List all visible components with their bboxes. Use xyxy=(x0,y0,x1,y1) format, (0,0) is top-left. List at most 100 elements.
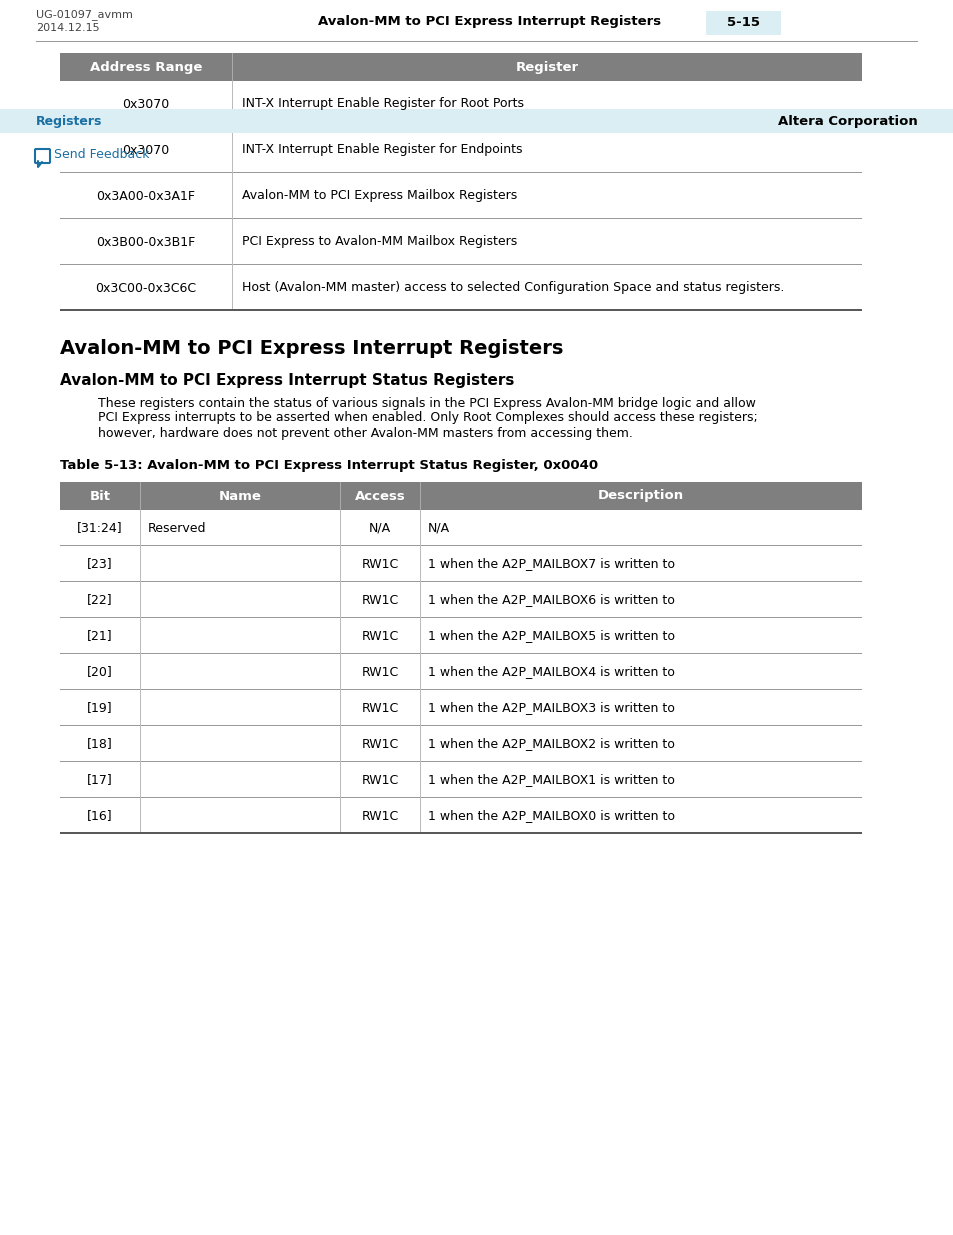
Text: [16]: [16] xyxy=(87,809,112,823)
Text: Avalon-MM to PCI Express Interrupt Registers: Avalon-MM to PCI Express Interrupt Regis… xyxy=(318,16,660,28)
Bar xyxy=(140,726,141,762)
Text: PCI Express to Avalon-MM Mailbox Registers: PCI Express to Avalon-MM Mailbox Registe… xyxy=(242,236,517,248)
Text: Description: Description xyxy=(598,489,683,503)
Text: Reserved: Reserved xyxy=(148,521,206,535)
Bar xyxy=(140,798,141,834)
Text: 0x3070: 0x3070 xyxy=(122,98,170,110)
Bar xyxy=(60,655,862,690)
Text: RW1C: RW1C xyxy=(361,557,398,571)
Bar xyxy=(419,618,421,655)
Text: INT-X Interrupt Enable Register for Root Ports: INT-X Interrupt Enable Register for Root… xyxy=(242,98,523,110)
Bar xyxy=(419,582,421,618)
Text: Address Range: Address Range xyxy=(90,61,202,74)
Bar xyxy=(60,582,862,618)
Bar xyxy=(60,762,862,798)
Text: [17]: [17] xyxy=(87,773,112,787)
Text: Registers: Registers xyxy=(36,115,102,127)
Bar xyxy=(140,690,141,726)
Bar xyxy=(232,219,233,266)
Text: RW1C: RW1C xyxy=(361,630,398,642)
Text: RW1C: RW1C xyxy=(361,701,398,715)
Bar xyxy=(0,109,953,133)
Text: [31:24]: [31:24] xyxy=(77,521,123,535)
Bar xyxy=(419,798,421,834)
Bar xyxy=(60,510,862,546)
Bar xyxy=(140,655,141,690)
Text: UG-01097_avmm: UG-01097_avmm xyxy=(36,10,132,21)
Bar xyxy=(339,798,341,834)
Bar xyxy=(232,127,233,173)
Bar xyxy=(419,762,421,798)
Bar xyxy=(419,546,421,582)
Bar xyxy=(232,173,233,219)
Text: [18]: [18] xyxy=(87,737,112,751)
Text: 1 when the A2P_MAILBOX2 is written to: 1 when the A2P_MAILBOX2 is written to xyxy=(428,737,674,751)
Text: 1 when the A2P_MAILBOX6 is written to: 1 when the A2P_MAILBOX6 is written to xyxy=(428,594,674,606)
Text: 5-15: 5-15 xyxy=(726,16,760,30)
Text: RW1C: RW1C xyxy=(361,737,398,751)
Bar xyxy=(419,510,421,546)
Bar xyxy=(232,266,233,311)
Text: 2014.12.15: 2014.12.15 xyxy=(36,23,99,33)
Text: 0x3A00-0x3A1F: 0x3A00-0x3A1F xyxy=(96,189,195,203)
Text: Register: Register xyxy=(515,61,578,74)
Bar xyxy=(60,219,862,266)
Text: Avalon-MM to PCI Express Mailbox Registers: Avalon-MM to PCI Express Mailbox Registe… xyxy=(242,189,517,203)
Bar xyxy=(232,53,233,82)
Text: [23]: [23] xyxy=(87,557,112,571)
Bar xyxy=(339,582,341,618)
Text: Access: Access xyxy=(355,489,405,503)
Bar xyxy=(232,82,233,127)
Bar xyxy=(60,173,862,219)
Bar xyxy=(419,655,421,690)
Text: RW1C: RW1C xyxy=(361,773,398,787)
Bar xyxy=(339,546,341,582)
Text: N/A: N/A xyxy=(428,521,450,535)
Bar xyxy=(60,831,862,834)
Text: RW1C: RW1C xyxy=(361,594,398,606)
Text: N/A: N/A xyxy=(369,521,391,535)
Text: Avalon-MM to PCI Express Interrupt Registers: Avalon-MM to PCI Express Interrupt Regis… xyxy=(60,340,563,358)
Bar xyxy=(339,655,341,690)
Text: Send Feedback: Send Feedback xyxy=(54,148,150,162)
Text: 0x3B00-0x3B1F: 0x3B00-0x3B1F xyxy=(96,236,195,248)
Text: 1 when the A2P_MAILBOX3 is written to: 1 when the A2P_MAILBOX3 is written to xyxy=(428,701,674,715)
Text: PCI Express interrupts to be asserted when enabled. Only Root Complexes should a: PCI Express interrupts to be asserted wh… xyxy=(98,411,757,425)
Bar xyxy=(60,546,862,582)
Bar xyxy=(339,510,341,546)
Text: [21]: [21] xyxy=(87,630,112,642)
Bar xyxy=(140,762,141,798)
Bar xyxy=(339,690,341,726)
Bar xyxy=(419,726,421,762)
Bar xyxy=(60,690,862,726)
Text: 0x3070: 0x3070 xyxy=(122,143,170,157)
Text: [20]: [20] xyxy=(87,666,112,678)
Bar xyxy=(140,482,141,510)
Text: RW1C: RW1C xyxy=(361,666,398,678)
Text: 1 when the A2P_MAILBOX7 is written to: 1 when the A2P_MAILBOX7 is written to xyxy=(428,557,675,571)
Bar xyxy=(339,762,341,798)
Text: Name: Name xyxy=(218,489,261,503)
Text: RW1C: RW1C xyxy=(361,809,398,823)
Text: however, hardware does not prevent other Avalon-MM masters from accessing them.: however, hardware does not prevent other… xyxy=(98,426,632,440)
Text: Avalon-MM to PCI Express Interrupt Status Registers: Avalon-MM to PCI Express Interrupt Statu… xyxy=(60,373,514,389)
Text: These registers contain the status of various signals in the PCI Express Avalon-: These registers contain the status of va… xyxy=(98,396,755,410)
FancyBboxPatch shape xyxy=(35,149,50,163)
Bar xyxy=(60,53,862,82)
Text: 1 when the A2P_MAILBOX4 is written to: 1 when the A2P_MAILBOX4 is written to xyxy=(428,666,674,678)
Text: Table 5-13: Avalon-MM to PCI Express Interrupt Status Register, 0x0040: Table 5-13: Avalon-MM to PCI Express Int… xyxy=(60,459,598,473)
Text: 1 when the A2P_MAILBOX1 is written to: 1 when the A2P_MAILBOX1 is written to xyxy=(428,773,674,787)
Bar xyxy=(419,690,421,726)
Bar xyxy=(419,482,421,510)
Text: [19]: [19] xyxy=(87,701,112,715)
Bar xyxy=(705,11,781,35)
Bar xyxy=(60,82,862,127)
Bar xyxy=(60,618,862,655)
Bar xyxy=(60,798,862,834)
Bar xyxy=(140,546,141,582)
Text: 1 when the A2P_MAILBOX5 is written to: 1 when the A2P_MAILBOX5 is written to xyxy=(428,630,675,642)
Text: Altera Corporation: Altera Corporation xyxy=(778,115,917,127)
Text: 0x3C00-0x3C6C: 0x3C00-0x3C6C xyxy=(95,282,196,294)
Text: INT-X Interrupt Enable Register for Endpoints: INT-X Interrupt Enable Register for Endp… xyxy=(242,143,522,157)
Text: [22]: [22] xyxy=(87,594,112,606)
